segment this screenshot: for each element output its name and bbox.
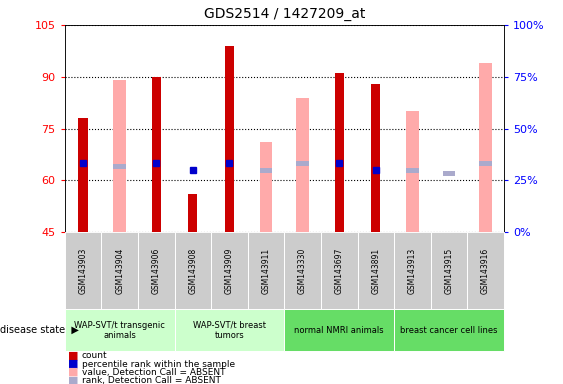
Text: GSM143891: GSM143891 (372, 248, 380, 294)
Bar (479, 63, 492, 232)
Text: value, Detection Call = ABSENT: value, Detection Call = ABSENT (82, 367, 225, 377)
Bar (296, 98, 309, 232)
Bar (334, 73, 344, 232)
Text: GSM143904: GSM143904 (115, 248, 124, 294)
Text: GSM143911: GSM143911 (262, 248, 270, 294)
Bar (225, 46, 234, 232)
Text: disease state  ▶: disease state ▶ (0, 325, 79, 335)
Text: normal NMRI animals: normal NMRI animals (294, 326, 384, 335)
Text: ■: ■ (68, 359, 78, 369)
Bar (151, 77, 161, 232)
Bar (371, 84, 381, 232)
Title: GDS2514 / 1427209_at: GDS2514 / 1427209_at (204, 7, 365, 21)
Text: GSM143913: GSM143913 (408, 248, 417, 294)
Text: GSM143915: GSM143915 (445, 248, 453, 294)
Bar (443, 171, 455, 176)
Text: WAP-SVT/t transgenic
animals: WAP-SVT/t transgenic animals (74, 321, 165, 340)
Bar (188, 194, 198, 232)
Text: ■: ■ (68, 367, 78, 377)
Text: GSM143916: GSM143916 (481, 248, 490, 294)
Text: GSM143903: GSM143903 (79, 248, 87, 294)
Text: GSM143697: GSM143697 (335, 248, 343, 294)
Text: WAP-SVT/t breast
tumors: WAP-SVT/t breast tumors (193, 321, 266, 340)
Text: ■: ■ (68, 375, 78, 384)
Text: count: count (82, 351, 108, 361)
Bar (406, 111, 419, 232)
Text: ■: ■ (68, 351, 78, 361)
Text: GSM143908: GSM143908 (189, 248, 197, 294)
Bar (260, 167, 272, 173)
Bar (113, 80, 126, 232)
Text: percentile rank within the sample: percentile rank within the sample (82, 359, 235, 369)
Text: rank, Detection Call = ABSENT: rank, Detection Call = ABSENT (82, 376, 221, 384)
Bar (479, 161, 492, 166)
Bar (260, 142, 272, 232)
Text: GSM143330: GSM143330 (298, 248, 307, 294)
Bar (406, 167, 419, 173)
Text: breast cancer cell lines: breast cancer cell lines (400, 326, 498, 335)
Text: GSM143909: GSM143909 (225, 248, 234, 294)
Bar (296, 161, 309, 166)
Bar (113, 164, 126, 169)
Text: GSM143906: GSM143906 (152, 248, 160, 294)
Bar (78, 118, 88, 232)
